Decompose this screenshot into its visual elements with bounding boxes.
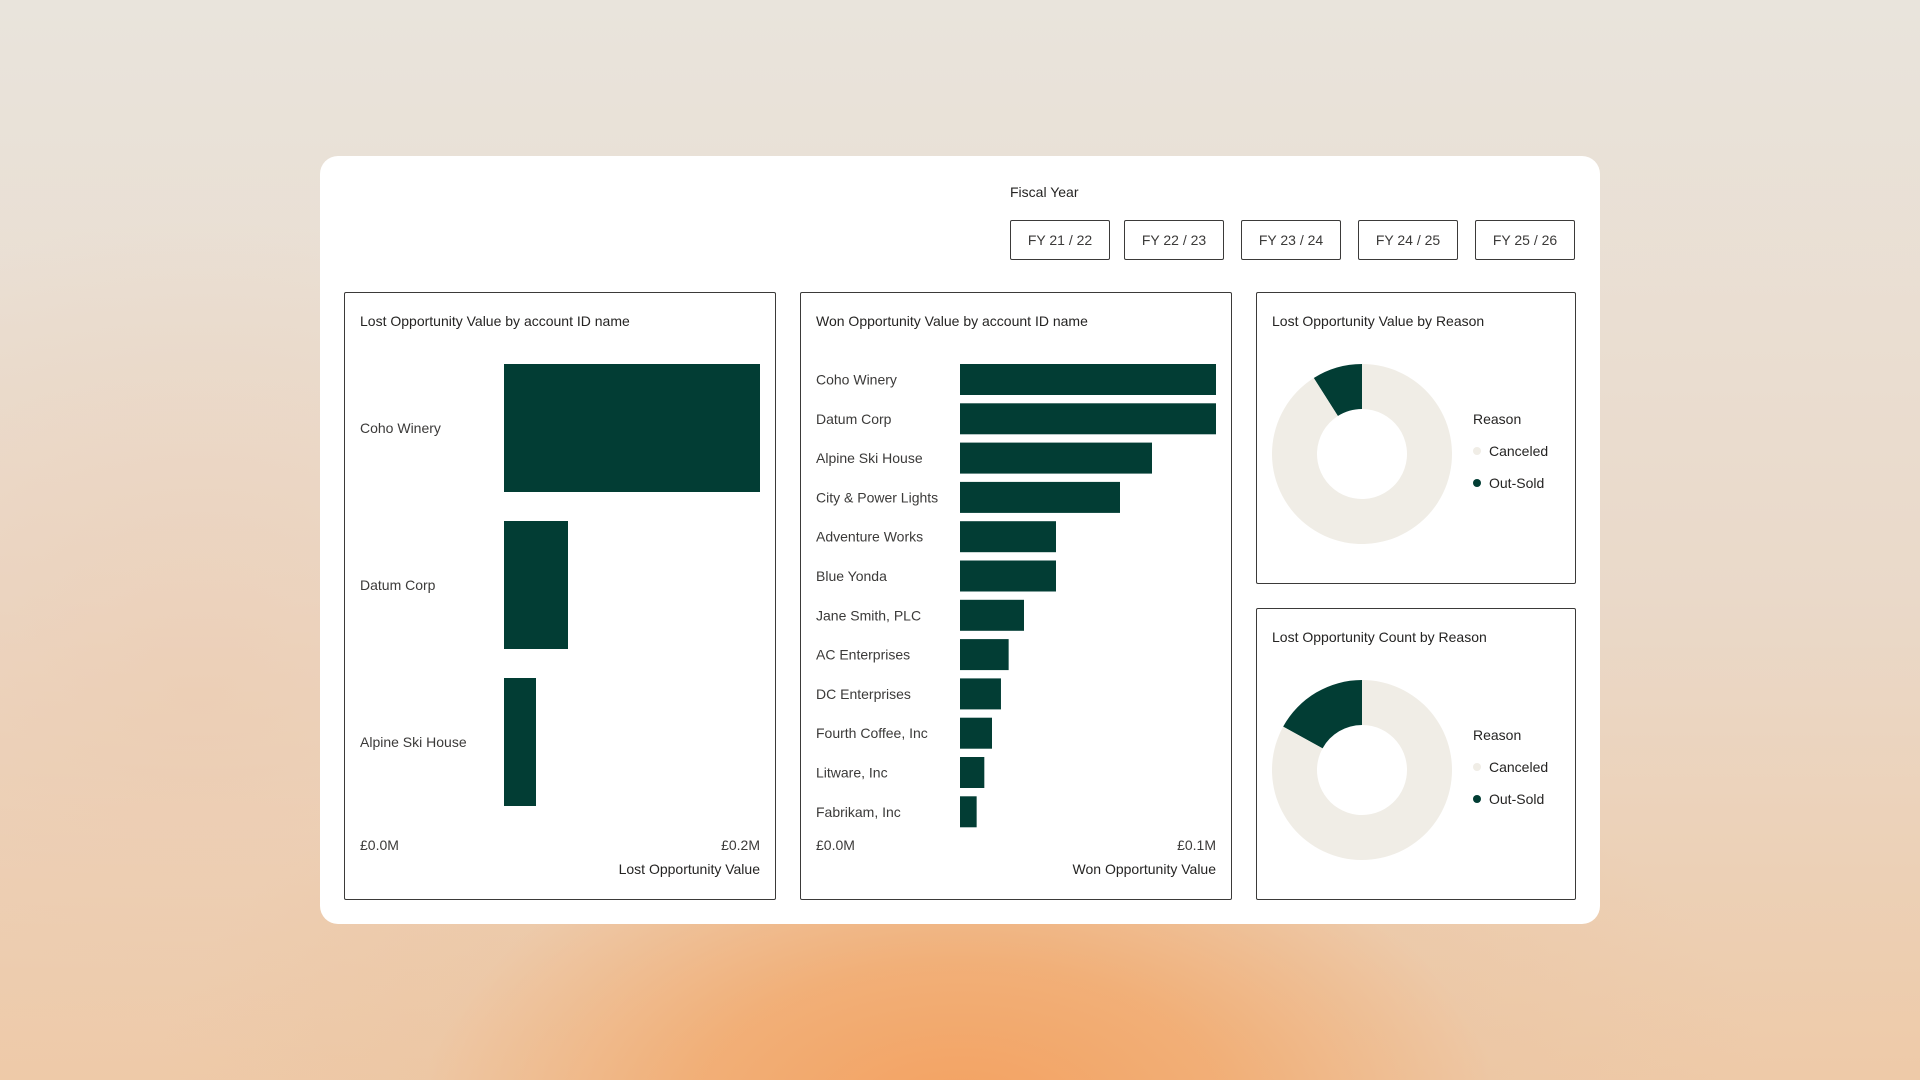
- category-label-datum-corp: Datum Corp: [816, 411, 892, 427]
- filter-fy-24-25-button[interactable]: FY 24 / 25: [1358, 220, 1458, 260]
- dashboard-card: Fiscal Year FY 21 / 22 FY 22 / 23 FY 23 …: [320, 156, 1600, 924]
- filter-fy-23-24-button[interactable]: FY 23 / 24: [1241, 220, 1341, 260]
- bar-dc-enterprises: [960, 678, 1001, 710]
- slice-canceled: [1272, 364, 1452, 544]
- bar-ac-enterprises: [960, 639, 1009, 671]
- slice-canceled: [1272, 680, 1452, 860]
- slice-out-sold: [1283, 680, 1362, 749]
- bar-fabrikam-inc: [960, 796, 977, 828]
- lost-value-by-reason-chart: Reason Canceled Out-Sold: [1272, 364, 1548, 544]
- bar-adventure-works: [960, 521, 1056, 553]
- category-label-fourth-coffee-inc: Fourth Coffee, Inc: [816, 725, 928, 741]
- category-label-fabrikam-inc: Fabrikam, Inc: [816, 804, 901, 820]
- category-label-blue-yonda: Blue Yonda: [816, 568, 887, 584]
- filter-fy-25-26-button[interactable]: FY 25 / 26: [1475, 220, 1575, 260]
- lost-count-by-reason-chart: Reason Canceled Out-Sold: [1272, 680, 1548, 860]
- bar-city-power-lights: [960, 481, 1120, 513]
- legend-marker-out-sold: [1473, 479, 1481, 487]
- filter-fy-21-22-button[interactable]: FY 21 / 22: [1010, 220, 1110, 260]
- bar-litware-inc: [960, 757, 985, 788]
- bar-datum-corp: [504, 521, 568, 649]
- legend-marker-out-sold: [1473, 795, 1481, 803]
- lost-value-by-reason-panel[interactable]: Lost Opportunity Value by Reason Reason C…: [1256, 292, 1576, 584]
- x-tick-min: £0.0M: [360, 837, 399, 853]
- x-tick-max: £0.1M: [1177, 837, 1216, 853]
- legend-marker-canceled: [1473, 447, 1481, 455]
- category-label-coho-winery: Coho Winery: [360, 420, 441, 436]
- category-label-city-power-lights: City & Power Lights: [816, 489, 938, 505]
- bar-jane-smith-plc: [960, 599, 1024, 631]
- bar-fourth-coffee-inc: [960, 717, 992, 749]
- bar-alpine-ski-house: [504, 678, 536, 806]
- lost-count-by-reason-panel[interactable]: Lost Opportunity Count by Reason Reason C…: [1256, 608, 1576, 900]
- bar-alpine-ski-house: [960, 442, 1152, 474]
- won-value-by-account-panel[interactable]: Won Opportunity Value by account ID name…: [800, 292, 1232, 900]
- legend-marker-canceled: [1473, 763, 1481, 771]
- x-tick-max: £0.2M: [721, 837, 760, 853]
- category-label-coho-winery: Coho Winery: [816, 372, 897, 388]
- category-label-dc-enterprises: DC Enterprises: [816, 686, 911, 702]
- lost-value-by-account-chart: Coho Winery Datum Corp Alpine Ski House £0.…: [360, 364, 761, 877]
- bar-coho-winery: [504, 364, 760, 492]
- lost-value-by-account-panel[interactable]: Lost Opportunity Value by account ID nam…: [344, 292, 776, 900]
- lost-count-by-reason-title: Lost Opportunity Count by Reason: [1272, 629, 1487, 645]
- category-label-datum-corp: Datum Corp: [360, 577, 436, 593]
- filter-fy-22-23-button[interactable]: FY 22 / 23: [1124, 220, 1224, 260]
- legend-label-canceled: Canceled: [1489, 443, 1548, 459]
- slice-out-sold: [1313, 364, 1362, 417]
- category-label-jane-smith-plc: Jane Smith, PLC: [816, 607, 921, 623]
- x-axis-label: Lost Opportunity Value: [619, 861, 761, 877]
- category-label-ac-enterprises: AC Enterprises: [816, 647, 910, 663]
- legend-label-out-sold: Out-Sold: [1489, 791, 1544, 807]
- x-tick-min: £0.0M: [816, 837, 855, 853]
- fiscal-year-label: Fiscal Year: [1010, 184, 1079, 200]
- legend-title: Reason: [1473, 411, 1521, 427]
- legend-label-canceled: Canceled: [1489, 759, 1548, 775]
- bar-coho-winery: [960, 364, 1216, 395]
- won-value-by-account-title: Won Opportunity Value by account ID name: [816, 313, 1088, 329]
- legend-label-out-sold: Out-Sold: [1489, 475, 1544, 491]
- category-label-litware-inc: Litware, Inc: [816, 765, 888, 781]
- legend-title: Reason: [1473, 727, 1521, 743]
- category-label-alpine-ski-house: Alpine Ski House: [360, 734, 467, 750]
- lost-value-by-reason-title: Lost Opportunity Value by Reason: [1272, 313, 1485, 329]
- lost-value-by-account-title: Lost Opportunity Value by account ID nam…: [360, 313, 630, 329]
- bar-blue-yonda: [960, 560, 1056, 592]
- category-label-alpine-ski-house: Alpine Ski House: [816, 450, 923, 466]
- bar-datum-corp: [960, 403, 1216, 435]
- x-axis-label: Won Opportunity Value: [1073, 861, 1217, 877]
- won-value-by-account-chart: Coho Winery Datum Corp Alpine Ski House Cit…: [816, 364, 1217, 877]
- category-label-adventure-works: Adventure Works: [816, 529, 923, 545]
